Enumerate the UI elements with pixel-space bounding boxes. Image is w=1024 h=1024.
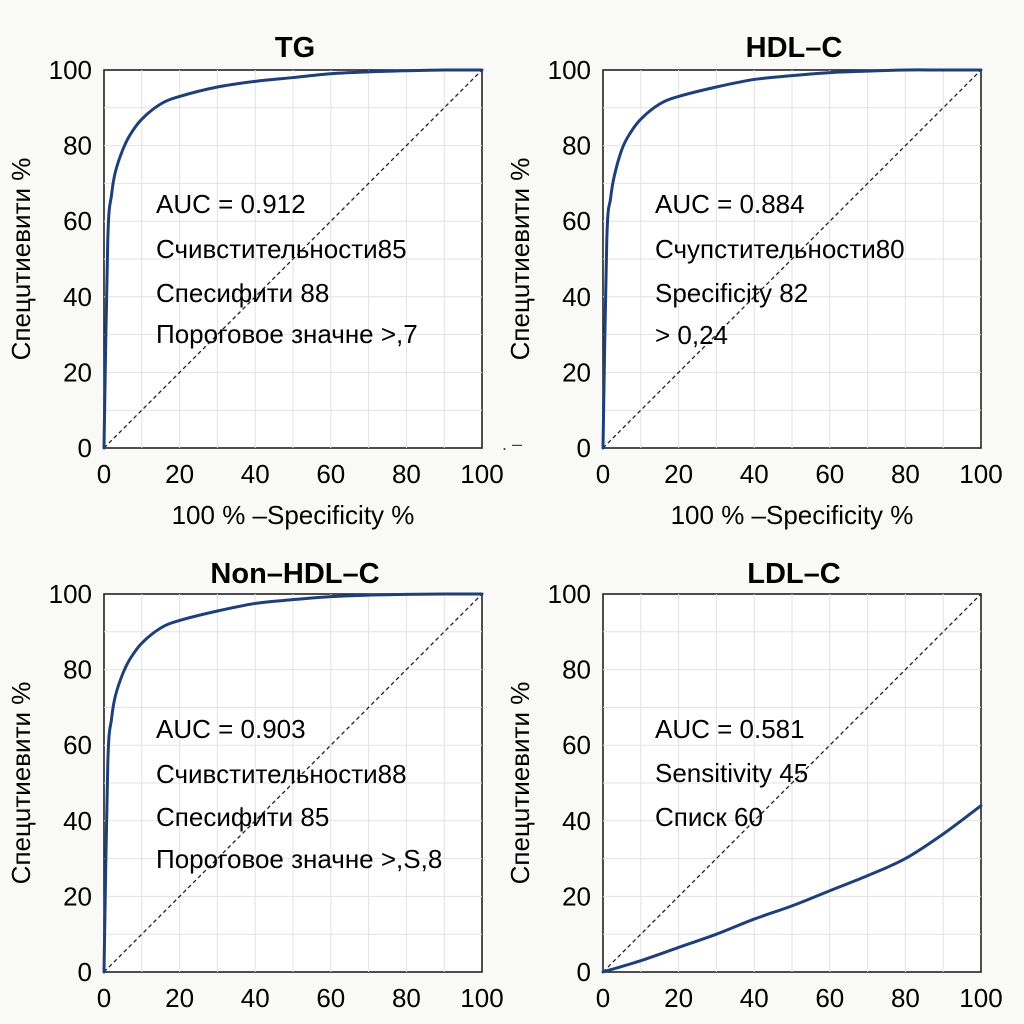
y-tick-label: 80 [562, 131, 591, 161]
reference-diagonal [103, 69, 483, 449]
y-tick-label: 20 [562, 357, 591, 387]
x-tick-label: 0 [97, 459, 111, 489]
x-tick-label: 100 [959, 983, 1002, 1013]
y-tick-label: 60 [63, 730, 92, 760]
y-tick-label: 60 [63, 206, 92, 236]
x-tick-label: 80 [392, 459, 421, 489]
y-tick-label: 80 [63, 131, 92, 161]
y-tick-label: 100 [548, 579, 591, 609]
roc-curve-series-1 [601, 68, 983, 450]
y-tick-label: 0 [577, 957, 591, 987]
y-tick-label: 100 [49, 579, 92, 609]
y-tick-label: 60 [562, 730, 591, 760]
y-tick-label: 40 [562, 282, 591, 312]
x-tick-label: 100 [959, 459, 1002, 489]
x-tick-label: 80 [392, 983, 421, 1013]
y-tick-label: 20 [562, 881, 591, 911]
y-axis-label: Спецuтиeвити % [505, 682, 535, 885]
chart-panel-2: HDL–C 0 20 40 60 80 100 0 20 40 60 80 100 Спецuтиeвит… [505, 32, 1003, 530]
reference-diagonal [103, 593, 483, 973]
y-tick-label: 0 [78, 957, 92, 987]
y-tick-label: 0 [78, 433, 92, 463]
x-axis-label: 100 % –Specificity % [671, 500, 914, 530]
stat-annotation: Пороговое значне >,7 [156, 319, 418, 349]
stat-annotation: Списк 60 [655, 802, 763, 832]
roc-curve-series-1 [102, 68, 484, 450]
chart-title: TG [275, 32, 315, 64]
chart-title: LDL–C [747, 558, 841, 590]
stat-annotation: > 0,24 [655, 320, 728, 350]
y-tick-label: 80 [63, 655, 92, 685]
roc-curve-series-1 [102, 592, 484, 974]
x-tick-label: 100 [460, 983, 503, 1013]
x-tick-label: 40 [740, 459, 769, 489]
reference-diagonal [602, 593, 982, 973]
y-tick-label: 60 [562, 206, 591, 236]
roc-curve-series-1 [601, 804, 983, 974]
x-tick-label: 60 [316, 459, 345, 489]
x-tick-label: 80 [891, 983, 920, 1013]
chart-panel-1: TG 0 20 40 60 80 100 0 20 40 60 80 100 Спецuтиeвити %… [6, 32, 522, 530]
stat-annotation: Счупстительности80 [655, 234, 905, 264]
stat-annotation: AUC = 0.903 [156, 714, 306, 744]
x-tick-label: 20 [165, 459, 194, 489]
y-axis-label: Спецuтиeвити % [505, 158, 535, 361]
y-tick-label: 20 [63, 881, 92, 911]
stat-annotation: Спесифити 88 [156, 278, 329, 308]
stat-annotation: Счивстительности88 [156, 759, 407, 789]
x-tick-label: 0 [596, 983, 610, 1013]
x-tick-label: 20 [165, 983, 194, 1013]
chart-title: Non–HDL–C [210, 558, 379, 590]
x-tick-label: 40 [241, 983, 270, 1013]
x-tick-label: 60 [815, 459, 844, 489]
y-tick-label: 40 [63, 806, 92, 836]
x-tick-label: 40 [241, 459, 270, 489]
x-tick-label: 60 [316, 983, 345, 1013]
stat-annotation: AUC = 0.581 [655, 714, 805, 744]
x-tick-label: 0 [97, 983, 111, 1013]
chart-panel-3: Non–HDL–C 0 20 40 60 80 100 0 20 40 60 80 100 Спецuти… [6, 558, 504, 1013]
y-tick-label: 100 [548, 55, 591, 85]
grid [603, 70, 981, 448]
y-tick-label: 80 [562, 655, 591, 685]
stat-annotation: AUC = 0.912 [156, 189, 306, 219]
reference-diagonal [602, 69, 982, 449]
x-tick-label: 100 [460, 459, 503, 489]
y-tick-label: 40 [562, 806, 591, 836]
y-axis-label: Спецuтиeвити % [6, 682, 36, 885]
x-tick-label: 60 [815, 983, 844, 1013]
y-tick-label: 20 [63, 357, 92, 387]
stat-annotation: AUC = 0.884 [655, 189, 805, 219]
chart-panel-4: LDL–C 0 20 40 60 80 100 0 20 40 60 80 100 Спецuтиeвит… [505, 558, 1003, 1013]
stat-annotation: Пороговое значне >,S,8 [156, 844, 442, 874]
chart-title: HDL–C [746, 32, 843, 64]
stray-mark: . – [502, 434, 522, 454]
y-axis-label: Спецuтиeвити % [6, 158, 36, 361]
x-tick-label: 0 [596, 459, 610, 489]
x-axis-label: 100 % –Specificity % [172, 500, 415, 530]
y-tick-label: 40 [63, 282, 92, 312]
x-tick-label: 20 [664, 983, 693, 1013]
y-tick-label: 100 [49, 55, 92, 85]
y-tick-label: 0 [577, 433, 591, 463]
x-tick-label: 40 [740, 983, 769, 1013]
stat-annotation: Sensitivity 45 [655, 758, 808, 788]
stat-annotation: Счивстительности85 [156, 234, 407, 264]
x-tick-label: 20 [664, 459, 693, 489]
stat-annotation: Specificity 82 [655, 278, 808, 308]
x-tick-label: 80 [891, 459, 920, 489]
stat-annotation: Спесифити 85 [156, 802, 329, 832]
